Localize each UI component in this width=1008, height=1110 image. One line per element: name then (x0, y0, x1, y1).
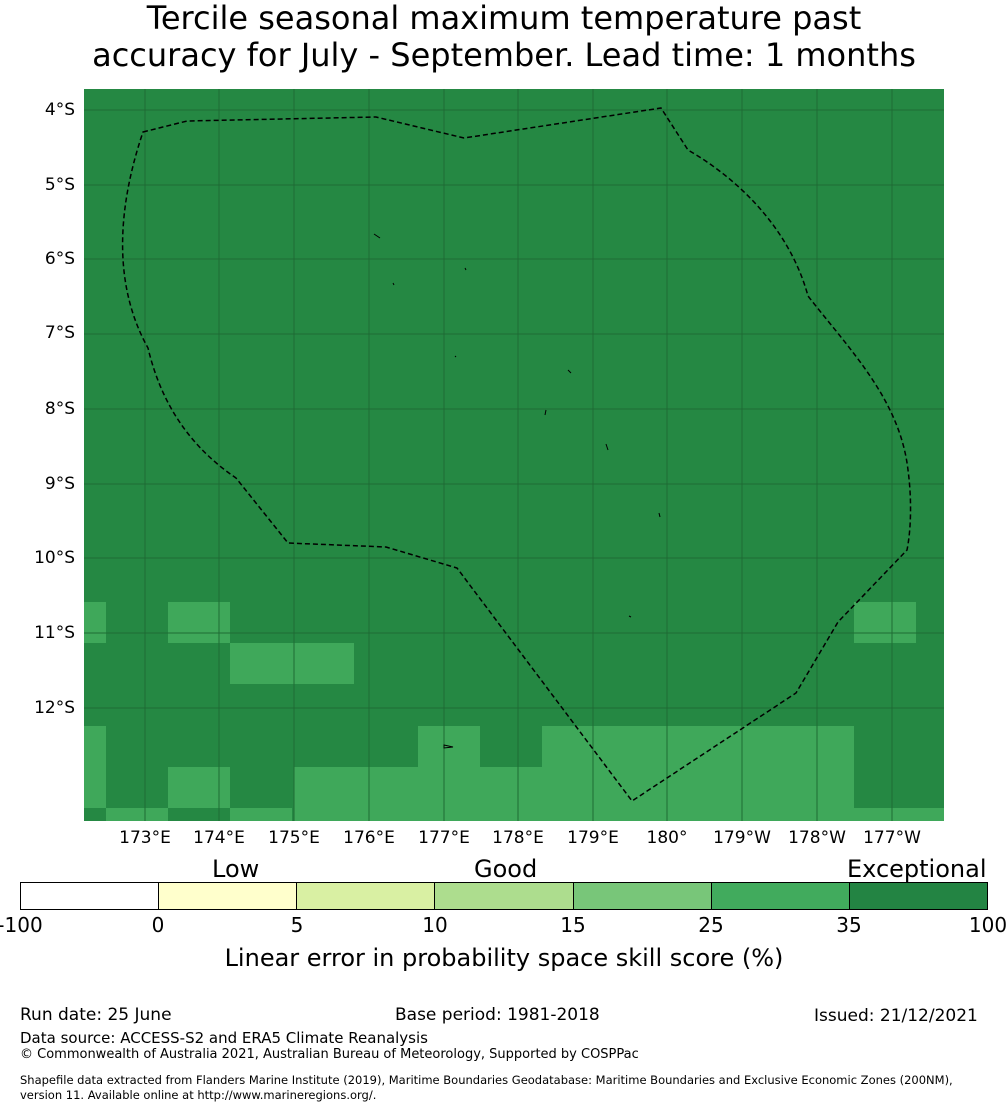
colorbar-segment (297, 883, 436, 909)
good-cell (230, 808, 292, 821)
good-cell (106, 808, 168, 821)
colorbar-segment (435, 883, 574, 909)
colorbar-segment (711, 883, 850, 909)
map-background (84, 89, 944, 821)
colorbar-tick: 0 (151, 913, 165, 937)
colorbar-tick: 35 (836, 913, 862, 937)
good-cell (168, 767, 230, 808)
lat-label: 10°S (34, 548, 75, 568)
lat-label: 4°S (44, 100, 75, 120)
lon-label: 179°E (567, 828, 619, 848)
island-outline (454, 355, 457, 358)
good-cell (168, 602, 230, 643)
island-outline (464, 267, 467, 271)
colorbar-segment (159, 883, 298, 909)
category-good: Good (474, 855, 538, 883)
title-line-2: accuracy for July - September. Lead time… (92, 36, 916, 74)
good-cell (294, 767, 418, 821)
shapefile-credit-2: version 11. Available online at http://w… (20, 1088, 377, 1102)
map-base-layer (84, 89, 944, 821)
lat-label: 7°S (44, 323, 75, 343)
category-exceptional: Exceptional (847, 855, 987, 883)
issued-date: Issued: 21/12/2021 (814, 1006, 978, 1026)
colorbar-tick: 5 (290, 913, 304, 937)
island-outline (373, 233, 381, 239)
island-outline (443, 744, 454, 749)
colorbar-tick: 10 (422, 913, 448, 937)
good-cell (854, 602, 916, 643)
colorbar-tick: 25 (698, 913, 724, 937)
lat-label: 8°S (44, 399, 75, 419)
base-period: Base period: 1981-2018 (395, 1005, 600, 1025)
lat-label: 6°S (44, 249, 75, 269)
lat-label: 5°S (44, 175, 75, 195)
eez-boundary (121, 107, 912, 803)
colorbar-segment (849, 883, 987, 909)
map-title: Tercile seasonal maximum temperature pas… (0, 0, 1008, 74)
colorbar-tick: 15 (560, 913, 586, 937)
lon-label: 176°E (343, 828, 395, 848)
data-source: Data source: ACCESS-S2 and ERA5 Climate … (20, 1029, 428, 1047)
category-low: Low (212, 855, 260, 883)
good-cell (418, 726, 480, 821)
island-outline (544, 409, 547, 416)
lon-label: 177°E (418, 828, 470, 848)
good-cell (84, 602, 106, 643)
copyright: © Commonwealth of Australia 2021, Austra… (20, 1047, 639, 1062)
island-outline (567, 369, 572, 374)
lon-label: 173°E (119, 828, 171, 848)
lon-label: 177°W (863, 828, 921, 848)
graticule (84, 89, 944, 821)
lon-label: 178°E (492, 828, 544, 848)
good-cell (230, 643, 354, 684)
title-line-1: Tercile seasonal maximum temperature pas… (146, 0, 862, 37)
colorbar-tick: 100 (968, 913, 1008, 937)
island-outline (605, 443, 609, 451)
lon-label: 178°W (788, 828, 846, 848)
shapefile-credit-1: Shapefile data extracted from Flanders M… (20, 1073, 953, 1087)
lon-label: 174°E (193, 828, 245, 848)
island-outline (392, 282, 395, 286)
skill-score-map (84, 89, 944, 821)
good-cell (854, 808, 944, 821)
good-cell (84, 726, 106, 808)
lon-label: 179°W (713, 828, 771, 848)
colorbar-title: Linear error in probability space skill … (224, 944, 784, 972)
islands (373, 233, 661, 749)
lat-label: 9°S (44, 474, 75, 494)
good-cell (542, 726, 854, 821)
good-cell (480, 767, 542, 821)
colorbar (20, 882, 988, 910)
good-skill-cells (84, 602, 944, 821)
island-outline (658, 512, 661, 518)
island-outline (628, 615, 632, 618)
colorbar-segment (21, 883, 160, 909)
lat-label: 12°S (34, 698, 75, 718)
colorbar-tick: -100 (0, 913, 43, 937)
lon-label: 175°E (268, 828, 320, 848)
lat-label: 11°S (34, 623, 75, 643)
colorbar-segment (573, 883, 712, 909)
lon-label: 180° (646, 828, 688, 848)
run-date: Run date: 25 June (20, 1005, 172, 1025)
